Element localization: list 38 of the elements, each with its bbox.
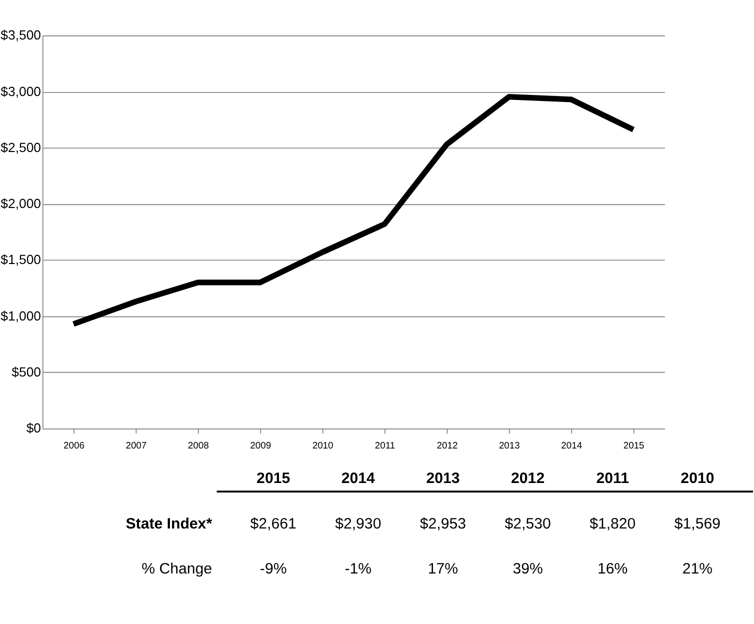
text: 39% [512, 560, 543, 578]
text: -9% [260, 560, 287, 578]
y-tick-label: $500 [12, 364, 41, 380]
x-tick-label: 2013 [498, 440, 520, 451]
text: $2,930 [335, 515, 382, 532]
y-tick-label: $0 [26, 420, 41, 436]
x-tick-label: 2014 [561, 440, 582, 451]
x-tick-label: 2008 [188, 440, 209, 451]
text: $2,953 [420, 515, 466, 532]
text: $1,820 [590, 515, 636, 532]
x-tick-label: 2010 [312, 440, 334, 451]
category-label: 2011 [596, 470, 629, 488]
text: 17% [428, 560, 458, 578]
x-tick-label: 2009 [250, 440, 272, 451]
category-label: 2010 [680, 470, 714, 488]
y-tick-label: $2,500 [0, 140, 41, 155]
text: $2,661 [250, 515, 296, 532]
x-tick-label: 2011 [374, 440, 396, 451]
x-tick-label: 2015 [623, 440, 644, 451]
y-tick-label: $3,000 [0, 84, 41, 99]
y-tick-label: $1,500 [0, 252, 41, 268]
x-tick-label: 2012 [436, 440, 458, 451]
text: $2,530 [504, 515, 551, 532]
category-label: 2012 [511, 470, 545, 488]
y-tick-label: $2,000 [0, 196, 41, 212]
x-tick-label: 2007 [126, 440, 147, 451]
text: $1,569 [674, 515, 721, 532]
y-tick-label: $3,500 [0, 28, 41, 43]
category-label: 2014 [341, 470, 375, 488]
text: 16% [598, 560, 628, 578]
category-label: 2015 [256, 470, 290, 488]
category-label: 2013 [426, 470, 460, 488]
text: -1% [344, 560, 372, 578]
text: 21% [682, 560, 713, 578]
text: % Change [142, 560, 212, 578]
y-tick-label: $1,000 [0, 308, 41, 324]
x-tick-label: 2006 [64, 440, 84, 451]
text: State Index* [126, 515, 212, 532]
